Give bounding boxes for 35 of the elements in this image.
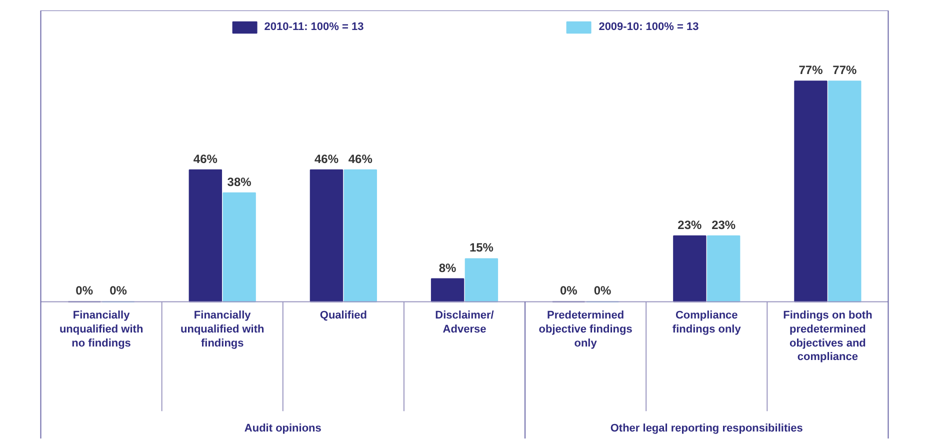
bar bbox=[344, 169, 377, 302]
data-label: 46% bbox=[193, 152, 218, 166]
data-label: 0% bbox=[110, 284, 128, 298]
text: Other legal reporting responsibilities bbox=[610, 422, 803, 434]
x-tick-label: Financially unqualified with findings bbox=[180, 310, 265, 350]
legend-label: 2010-11: 100% = 13 bbox=[264, 21, 364, 33]
x-tick-label: Findings on both predetermined objectives and compliance bbox=[783, 310, 873, 364]
bar bbox=[430, 278, 464, 302]
data-label: 0% bbox=[560, 284, 578, 298]
bar bbox=[188, 169, 222, 302]
bar bbox=[222, 192, 256, 302]
x-tick-label: Qualified bbox=[320, 310, 367, 322]
bar bbox=[464, 258, 498, 302]
data-label: 38% bbox=[227, 174, 252, 189]
x-tick-label: Predetermined objective findings only bbox=[538, 310, 632, 350]
bar bbox=[673, 235, 706, 302]
bar bbox=[310, 169, 344, 302]
x-tick-label: Financially unqualified with no findings bbox=[59, 310, 144, 350]
data-label: 0% bbox=[76, 284, 94, 298]
data-label: 15% bbox=[469, 240, 494, 255]
x-tick-label: Disclaimer/ Adverse bbox=[435, 310, 494, 336]
data-label: 8% bbox=[438, 260, 457, 275]
x-tick-label: Compliance findings only bbox=[672, 310, 742, 336]
text: Audit opinions bbox=[244, 422, 322, 434]
data-label: 77% bbox=[832, 63, 857, 78]
data-label: 77% bbox=[798, 63, 824, 78]
data-label: 46% bbox=[348, 152, 373, 166]
data-label: 23% bbox=[678, 218, 702, 232]
data-label: 23% bbox=[712, 218, 736, 232]
bar bbox=[794, 80, 828, 302]
legend-label: 2009-10: 100% = 13 bbox=[598, 21, 699, 33]
data-label: 46% bbox=[314, 152, 339, 166]
bar bbox=[706, 235, 740, 302]
bar bbox=[828, 80, 862, 302]
data-label: 0% bbox=[594, 284, 612, 298]
